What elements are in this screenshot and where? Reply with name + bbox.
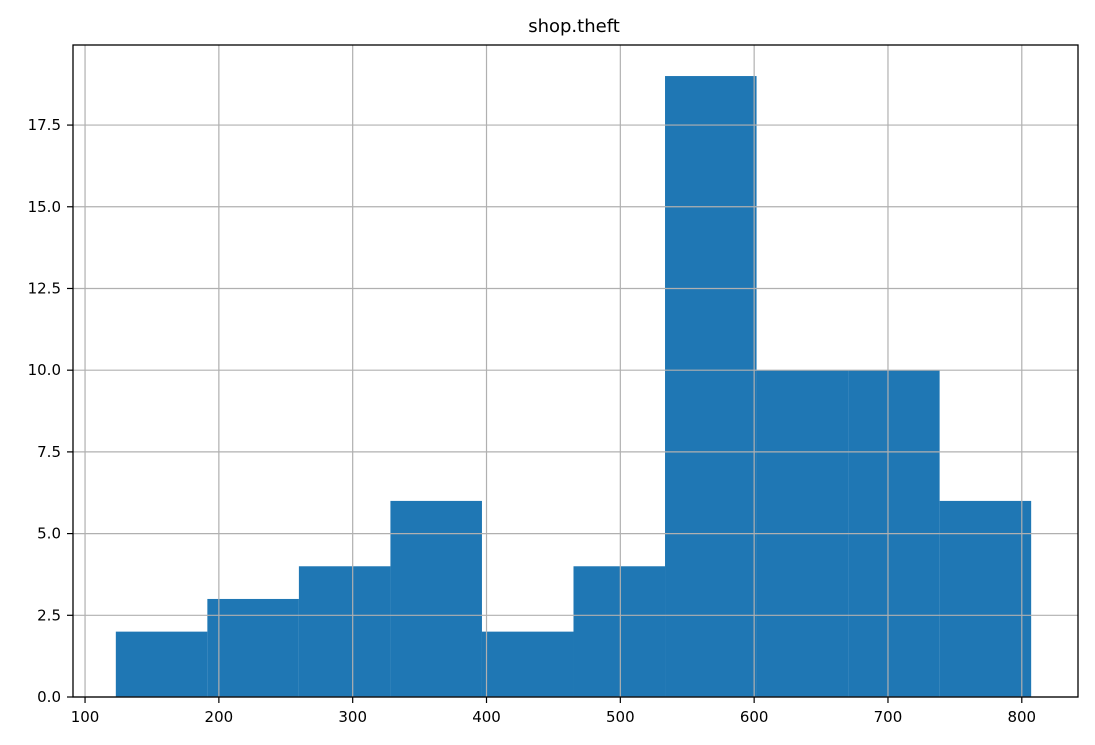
- x-tick-label: 600: [740, 708, 769, 726]
- histogram-bar: [115, 631, 208, 697]
- y-tick-label: 12.5: [28, 279, 61, 297]
- histogram-bar: [298, 566, 391, 697]
- y-tick-label: 0.0: [37, 688, 61, 706]
- histogram-bars: [115, 76, 1032, 698]
- histogram-bar: [390, 500, 482, 697]
- x-tick-label: 300: [338, 708, 367, 726]
- chart-title: shop.theft: [528, 16, 620, 37]
- y-tick-label: 15.0: [28, 198, 61, 216]
- plot-frame: [72, 44, 1079, 698]
- x-tick-label: 100: [71, 708, 100, 726]
- histogram-bar: [665, 76, 757, 698]
- tick-labels: 100 200 300 400 500 600 700 800 0.0 2.5 5.0 7.5 10.0…: [28, 116, 1037, 726]
- histogram-bar: [207, 598, 299, 697]
- x-tick-label: 700: [874, 708, 903, 726]
- x-tick-label: 200: [205, 708, 234, 726]
- x-tick-label: 500: [606, 708, 635, 726]
- y-tick-label: 2.5: [37, 606, 61, 624]
- histogram-bar: [939, 500, 1032, 697]
- grid-lines: [73, 45, 1078, 698]
- tick-marks: [67, 124, 1023, 703]
- x-tick-label: 800: [1007, 708, 1036, 726]
- histogram-bar: [573, 566, 666, 697]
- y-tick-label: 10.0: [28, 361, 61, 379]
- axes: [72, 44, 1079, 698]
- x-tick-label: 400: [472, 708, 501, 726]
- y-tick-label: 5.0: [37, 525, 61, 543]
- histogram-bar: [481, 631, 574, 697]
- y-tick-label: 7.5: [37, 443, 61, 461]
- y-tick-label: 17.5: [28, 116, 61, 134]
